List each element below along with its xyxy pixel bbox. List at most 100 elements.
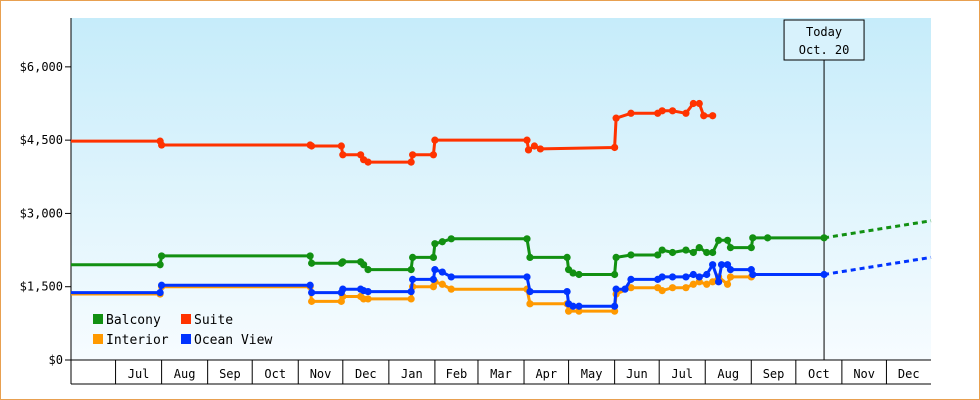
- data-point-ocean-view: [689, 270, 697, 279]
- data-point-balcony: [612, 253, 620, 261]
- data-point-interior: [703, 280, 711, 288]
- data-point-balcony: [569, 269, 577, 277]
- y-tick-label: $0: [49, 353, 63, 367]
- data-point-balcony: [695, 244, 703, 252]
- data-point-interior: [726, 273, 735, 281]
- x-tick-label: Aug: [174, 367, 196, 381]
- data-point-suite: [524, 146, 533, 154]
- x-tick-label: May: [581, 367, 603, 381]
- legend-swatch-balcony: [93, 314, 103, 324]
- data-point-suite: [658, 107, 666, 115]
- x-tick-label: Oct: [264, 367, 286, 381]
- data-point-ocean-view: [658, 273, 666, 281]
- data-point-suite: [682, 109, 690, 117]
- x-tick-label: Jan: [401, 367, 423, 381]
- data-point-ocean-view: [158, 281, 166, 289]
- data-point-ocean-view: [339, 285, 347, 293]
- data-point-interior: [407, 295, 415, 303]
- series-ocean-view: [71, 255, 932, 310]
- x-tick-label: Jul: [671, 367, 693, 381]
- data-point-ocean-view: [627, 275, 635, 283]
- data-point-ocean-view: [364, 288, 372, 296]
- data-point-suite: [612, 114, 620, 122]
- data-point-balcony: [627, 251, 635, 259]
- data-point-balcony: [158, 252, 166, 260]
- legend-swatch-ocean-view: [181, 334, 191, 344]
- x-tick-label: Dec: [355, 367, 377, 381]
- data-point-ocean-view: [612, 285, 620, 293]
- data-point-interior: [658, 287, 666, 295]
- data-point-balcony: [723, 236, 732, 244]
- data-point-suite: [668, 107, 677, 115]
- data-point-interior: [564, 307, 573, 315]
- x-tick-label: Sep: [219, 367, 241, 381]
- data-point-interior: [447, 285, 455, 293]
- data-point-balcony: [764, 234, 772, 242]
- data-point-balcony: [339, 258, 347, 266]
- data-point-balcony: [703, 248, 711, 257]
- data-point-interior: [689, 280, 697, 288]
- data-point-ocean-view: [438, 268, 446, 276]
- data-point-balcony: [429, 253, 438, 261]
- data-point-balcony: [156, 261, 164, 269]
- y-tick-label: $4,500: [20, 133, 63, 147]
- data-point-suite: [429, 151, 438, 159]
- data-point-balcony: [611, 270, 619, 279]
- data-point-ocean-view: [703, 270, 711, 279]
- data-point-ocean-view: [306, 281, 314, 289]
- data-point-suite: [523, 136, 531, 144]
- data-point-interior: [709, 278, 717, 286]
- data-point-suite: [709, 112, 717, 120]
- legend-label-balcony: Balcony: [106, 313, 161, 328]
- data-point-interior: [364, 295, 372, 303]
- data-point-interior: [627, 284, 635, 292]
- data-point-balcony: [308, 259, 316, 267]
- data-point-balcony: [709, 248, 717, 257]
- data-point-suite: [339, 151, 347, 159]
- x-tick-label: Jun: [626, 367, 648, 381]
- data-point-balcony: [749, 234, 757, 242]
- data-point-ocean-view: [726, 266, 735, 274]
- y-tick-label: $6,000: [20, 60, 63, 74]
- data-point-balcony: [431, 240, 439, 248]
- data-point-suite: [158, 141, 166, 149]
- data-point-balcony: [689, 248, 697, 257]
- data-point-suite: [627, 109, 635, 117]
- today-label-box: [783, 19, 865, 61]
- data-point-balcony: [575, 270, 583, 279]
- legend-label-suite: Suite: [194, 313, 233, 328]
- data-point-suite: [364, 158, 372, 166]
- data-point-balcony: [360, 261, 368, 269]
- series-suite: [71, 99, 717, 166]
- data-point-balcony: [409, 253, 417, 261]
- x-tick-label: Nov: [853, 367, 875, 381]
- x-tick-label: Oct: [808, 367, 830, 381]
- data-point-suite: [611, 143, 619, 152]
- data-point-interior: [682, 284, 690, 292]
- today-label-title: Today: [806, 25, 842, 39]
- y-tick-label: $3,000: [20, 206, 63, 220]
- y-tick-label: $1,500: [20, 280, 63, 294]
- data-point-interior: [308, 297, 316, 305]
- data-point-suite: [530, 142, 539, 150]
- series-balcony: [71, 219, 932, 279]
- data-point-interior: [526, 300, 534, 308]
- data-point-suite: [536, 145, 544, 153]
- data-point-suite: [689, 99, 697, 108]
- data-point-balcony: [714, 236, 723, 244]
- data-point-ocean-view: [717, 261, 726, 269]
- data-point-ocean-view: [714, 278, 723, 286]
- data-point-suite: [431, 136, 439, 144]
- data-point-ocean-view: [668, 273, 677, 281]
- data-point-balcony: [526, 253, 534, 261]
- data-point-suite: [308, 142, 316, 150]
- data-point-suite: [695, 99, 703, 108]
- data-point-ocean-view: [308, 288, 316, 297]
- legend-label-interior: Interior: [106, 333, 169, 348]
- data-point-interior: [668, 284, 677, 292]
- data-point-balcony: [682, 246, 690, 254]
- data-point-ocean-view: [709, 261, 717, 269]
- data-point-ocean-view: [407, 288, 415, 296]
- data-point-ocean-view: [611, 302, 619, 310]
